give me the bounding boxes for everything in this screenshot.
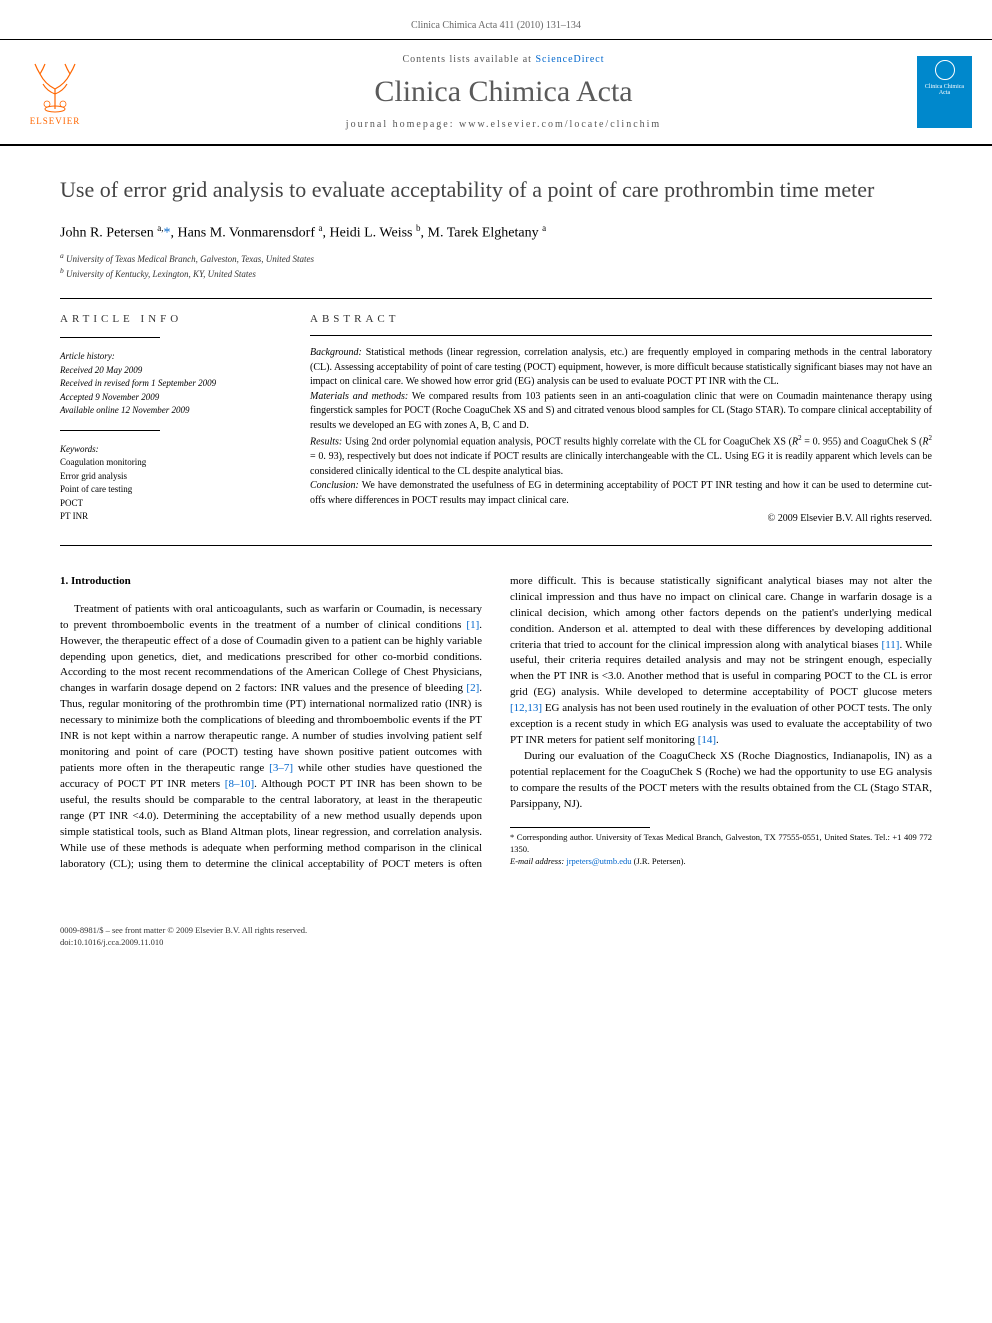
footer-doi: doi:10.1016/j.cca.2009.11.010 bbox=[60, 937, 932, 949]
affiliation-b: b University of Kentucky, Lexington, KY,… bbox=[60, 266, 932, 281]
abstract-conclusion: Conclusion: We have demonstrated the use… bbox=[310, 479, 932, 508]
footnote-separator bbox=[510, 827, 650, 828]
footnotes: * Corresponding author. University of Te… bbox=[510, 832, 932, 868]
divider bbox=[60, 298, 932, 299]
keyword: Coagulation monitoring bbox=[60, 456, 280, 470]
history-accepted: Accepted 9 November 2009 bbox=[60, 391, 280, 405]
corresponding-footnote: * Corresponding author. University of Te… bbox=[510, 832, 932, 856]
keyword: Point of care testing bbox=[60, 483, 280, 497]
keywords-label: Keywords: bbox=[60, 443, 280, 457]
history-online: Available online 12 November 2009 bbox=[60, 404, 280, 418]
keywords-block: Keywords: Coagulation monitoring Error g… bbox=[60, 443, 280, 524]
cover-globe-icon bbox=[935, 60, 955, 80]
abstract-text: Background: Statistical methods (linear … bbox=[310, 346, 932, 526]
email-label: E-mail address: bbox=[510, 856, 566, 866]
keyword: PT INR bbox=[60, 510, 280, 524]
elsevier-label: ELSEVIER bbox=[30, 116, 81, 126]
abstract-column: abstract Background: Statistical methods… bbox=[310, 313, 932, 526]
body-columns: 1. Introduction Treatment of patients wi… bbox=[60, 574, 932, 873]
running-head: Clinica Chimica Acta 411 (2010) 131–134 bbox=[0, 0, 992, 39]
divider bbox=[60, 430, 160, 431]
copyright-line: © 2009 Elsevier B.V. All rights reserved… bbox=[310, 512, 932, 527]
homepage-url[interactable]: www.elsevier.com/locate/clinchim bbox=[459, 119, 661, 130]
abstract-label: abstract bbox=[310, 313, 932, 325]
divider bbox=[310, 335, 932, 336]
introduction-heading: 1. Introduction bbox=[60, 574, 482, 590]
homepage-line: journal homepage: www.elsevier.com/locat… bbox=[90, 119, 917, 130]
email-suffix: (J.R. Petersen). bbox=[632, 856, 686, 866]
sciencedirect-link[interactable]: ScienceDirect bbox=[535, 54, 604, 65]
divider bbox=[60, 337, 160, 338]
footer-copyright: 0009-8981/$ – see front matter © 2009 El… bbox=[60, 925, 932, 937]
abstract-results: Results: Using 2nd order polynomial equa… bbox=[310, 433, 932, 479]
homepage-prefix: journal homepage: bbox=[346, 119, 459, 130]
article-info-label: article info bbox=[60, 313, 280, 325]
divider bbox=[60, 545, 932, 546]
article-title: Use of error grid analysis to evaluate a… bbox=[60, 176, 932, 205]
banner-center: Contents lists available at ScienceDirec… bbox=[90, 54, 917, 130]
elsevier-tree-icon bbox=[25, 59, 85, 114]
article-info-column: article info Article history: Received 2… bbox=[60, 313, 280, 526]
elsevier-logo[interactable]: ELSEVIER bbox=[20, 52, 90, 132]
body-paragraph: Treatment of patients with oral anticoag… bbox=[60, 574, 932, 873]
cover-text: Clinica Chimica Acta bbox=[921, 84, 968, 96]
journal-name: Clinica Chimica Acta bbox=[90, 75, 917, 109]
history-block: Article history: Received 20 May 2009 Re… bbox=[60, 350, 280, 418]
article-body: Use of error grid analysis to evaluate a… bbox=[0, 146, 992, 913]
authors-line: John R. Petersen a,*, Hans M. Vonmarensd… bbox=[60, 223, 932, 242]
journal-banner: ELSEVIER Contents lists available at Sci… bbox=[0, 39, 992, 146]
email-link[interactable]: jrpeters@utmb.edu bbox=[566, 856, 631, 866]
abstract-methods: Materials and methods: We compared resul… bbox=[310, 390, 932, 434]
history-label: Article history: bbox=[60, 350, 280, 364]
page-footer: 0009-8981/$ – see front matter © 2009 El… bbox=[0, 913, 992, 979]
info-abstract-row: article info Article history: Received 2… bbox=[60, 313, 932, 526]
affiliations: a University of Texas Medical Branch, Ga… bbox=[60, 251, 932, 280]
keyword: Error grid analysis bbox=[60, 470, 280, 484]
contents-prefix: Contents lists available at bbox=[402, 54, 535, 65]
keyword: POCT bbox=[60, 497, 280, 511]
email-footnote: E-mail address: jrpeters@utmb.edu (J.R. … bbox=[510, 856, 932, 868]
contents-line: Contents lists available at ScienceDirec… bbox=[90, 54, 917, 65]
history-revised: Received in revised form 1 September 200… bbox=[60, 377, 280, 391]
affiliation-a: a University of Texas Medical Branch, Ga… bbox=[60, 251, 932, 266]
journal-cover-thumb[interactable]: Clinica Chimica Acta bbox=[917, 56, 972, 128]
body-paragraph: During our evaluation of the CoaguCheck … bbox=[510, 749, 932, 813]
abstract-background: Background: Statistical methods (linear … bbox=[310, 346, 932, 390]
history-received: Received 20 May 2009 bbox=[60, 364, 280, 378]
